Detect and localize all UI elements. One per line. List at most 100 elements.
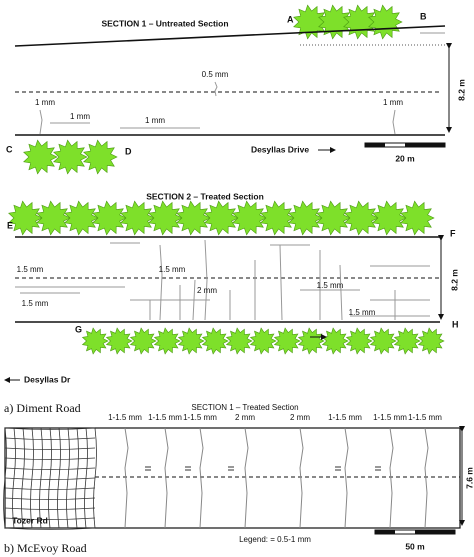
shrubs: [8, 4, 445, 355]
mesh-line: [4, 477, 96, 480]
width-label: 8.2 m: [449, 269, 459, 291]
crack: [389, 427, 394, 529]
point-label: G: [75, 324, 82, 334]
mesh-line: [4, 467, 96, 470]
mesh-line: [4, 527, 96, 530]
legend-mark: [185, 466, 191, 471]
shrub: [372, 200, 407, 236]
crack-label: 1 mm: [35, 98, 55, 107]
mesh-line: [4, 517, 96, 520]
mesh-line: [75, 427, 79, 529]
crack-label: 1 mm: [145, 116, 165, 125]
section-title: SECTION 1 – Treated Section: [191, 403, 298, 412]
mesh-line: [48, 427, 52, 529]
scale-bar: [375, 530, 395, 534]
mesh-line: [30, 427, 34, 529]
shrub: [321, 327, 349, 355]
road-name: Desyllas Drive: [251, 144, 309, 154]
shrub: [368, 4, 403, 40]
mesh-line: [4, 497, 96, 500]
shrub: [64, 200, 99, 236]
shrub: [318, 4, 353, 40]
crack: [424, 427, 429, 529]
shrub: [153, 327, 181, 355]
shrub: [369, 327, 397, 355]
shrub: [148, 200, 183, 236]
crack-label: 0.5 mm: [202, 70, 229, 79]
shrub: [260, 200, 295, 236]
mesh-line: [84, 427, 88, 529]
crack-label: 1 mm: [383, 98, 403, 107]
shrub: [316, 200, 351, 236]
grid-mesh: [3, 427, 97, 530]
shrub: [129, 327, 157, 355]
caption: b) McEvoy Road: [4, 541, 87, 555]
mesh-line: [4, 487, 96, 490]
shrub: [23, 139, 58, 175]
point-label: E: [7, 220, 13, 230]
crack-label: 2 mm: [235, 413, 255, 422]
crack-label: 1-1.5 mm: [328, 413, 362, 422]
point-label: B: [420, 11, 427, 21]
shrub: [232, 200, 267, 236]
shrub: [225, 327, 253, 355]
mesh-line: [4, 427, 96, 430]
mesh-line: [39, 427, 43, 529]
shrub: [177, 327, 205, 355]
shrub: [293, 4, 328, 40]
scale-bar: [365, 143, 385, 147]
shrub: [201, 327, 229, 355]
shrub: [8, 200, 43, 236]
crack: [199, 427, 204, 529]
shrub: [393, 327, 421, 355]
point-label: F: [450, 228, 456, 238]
crack-label: 1-1.5 mm: [408, 413, 442, 422]
scale-bar: [415, 530, 455, 534]
crack-label: 2 mm: [197, 286, 217, 295]
crack-label: 1-1.5 mm: [148, 413, 182, 422]
crack: [124, 427, 129, 529]
mesh-line: [66, 427, 70, 529]
shrub: [345, 327, 373, 355]
shrub: [343, 4, 378, 40]
point-label: D: [125, 146, 132, 156]
point-label: A: [287, 14, 294, 24]
crack-label: 1.5 mm: [349, 308, 376, 317]
section-title: SECTION 1 – Untreated Section: [101, 18, 228, 28]
shrub: [297, 327, 325, 355]
shrub: [81, 327, 109, 355]
shrub: [400, 200, 435, 236]
crack-label: 2 mm: [290, 413, 310, 422]
legend-mark: [228, 466, 234, 471]
mesh-line: [21, 427, 25, 529]
crack-label: 1-1.5 mm: [108, 413, 142, 422]
shrub: [417, 327, 445, 355]
road-name: Desyllas Dr: [24, 374, 71, 384]
shrub: [120, 200, 155, 236]
cracks: [39, 32, 445, 135]
caption: a) Diment Road: [4, 401, 81, 415]
mesh-line: [4, 437, 96, 440]
crack-label: 1.5 mm: [22, 299, 49, 308]
crack-label: 1.5 mm: [317, 281, 344, 290]
shrub: [273, 327, 301, 355]
cracks: [124, 427, 429, 529]
crack: [164, 427, 169, 529]
mesh-line: [4, 507, 96, 510]
mesh-line: [4, 457, 96, 460]
width-label: 7.6 m: [464, 467, 474, 489]
point-label: C: [6, 144, 13, 154]
crack-label: 1.5 mm: [159, 265, 186, 274]
scale-bar: [405, 143, 445, 147]
legend-mark: [145, 466, 151, 471]
shrub: [204, 200, 239, 236]
shrub: [176, 200, 211, 236]
shrub: [249, 327, 277, 355]
legend-mark: [375, 466, 381, 471]
crack-label: 1.5 mm: [17, 265, 44, 274]
shrub: [36, 200, 71, 236]
shrub: [105, 327, 133, 355]
road-name: Tozer Rd: [12, 515, 48, 525]
width-label: 8.2 m: [456, 79, 466, 101]
